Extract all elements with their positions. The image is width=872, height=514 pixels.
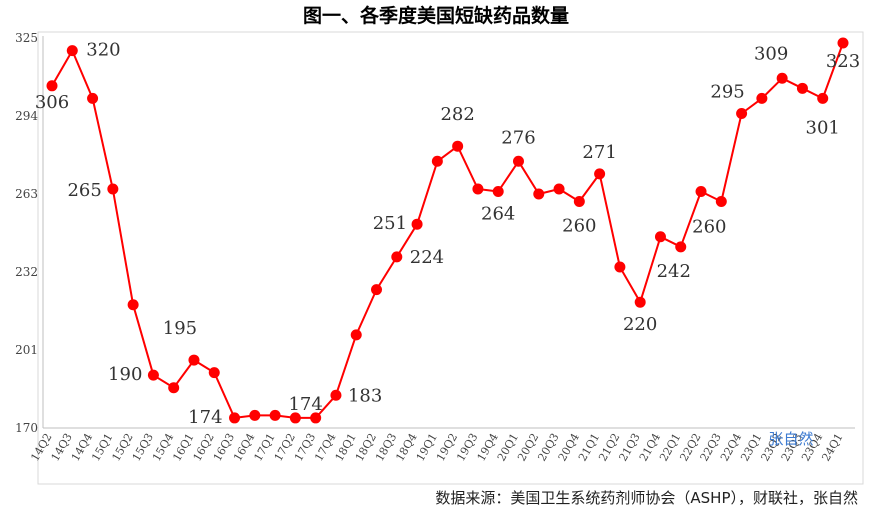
data-label: 306 — [35, 92, 69, 113]
data-label: 183 — [348, 385, 382, 406]
data-point — [594, 168, 606, 180]
data-point — [127, 299, 139, 311]
data-label: 242 — [657, 261, 691, 282]
data-label: 320 — [86, 40, 120, 61]
data-point — [208, 367, 220, 379]
data-point — [492, 185, 504, 197]
series-line-group — [46, 37, 849, 424]
y-tick-label: 294 — [15, 109, 38, 123]
data-point — [371, 284, 383, 296]
data-label: 174 — [188, 407, 222, 428]
watermark: 张自然 — [768, 430, 813, 448]
data-point — [107, 183, 119, 195]
y-tick-label: 325 — [15, 31, 38, 45]
data-point — [66, 45, 78, 57]
y-tick-label: 232 — [15, 265, 38, 279]
data-label: 301 — [806, 117, 840, 138]
data-point — [411, 218, 423, 230]
y-tick-label: 263 — [15, 187, 38, 201]
data-point — [472, 183, 484, 195]
y-tick-labels: 170 201 232 263 294 325 — [15, 31, 38, 435]
y-tick-label: 201 — [15, 343, 38, 357]
data-label: 323 — [826, 51, 860, 72]
data-point — [269, 409, 281, 421]
data-label: 220 — [623, 314, 657, 335]
data-label: 251 — [373, 213, 407, 234]
data-point — [573, 196, 585, 208]
data-point — [695, 185, 707, 197]
data-point — [310, 412, 322, 424]
data-point — [837, 37, 849, 49]
data-label: 265 — [67, 180, 101, 201]
data-point — [168, 382, 180, 394]
data-label: 260 — [692, 217, 726, 238]
data-point — [431, 155, 443, 167]
data-point — [512, 155, 524, 167]
data-point — [553, 183, 565, 195]
data-point — [614, 261, 626, 273]
data-label: 260 — [562, 216, 596, 237]
x-tick-labels: 14Q214Q314Q415Q115Q215Q315Q416Q116Q216Q3… — [28, 431, 845, 463]
data-label: 224 — [410, 247, 444, 268]
data-point — [249, 409, 261, 421]
data-point — [147, 369, 159, 381]
data-point — [289, 412, 301, 424]
data-point — [776, 72, 788, 84]
data-point — [817, 92, 829, 104]
data-point — [654, 231, 666, 243]
data-label: 190 — [108, 364, 142, 385]
data-label: 309 — [754, 43, 788, 64]
data-label: 276 — [501, 127, 535, 148]
data-label: 174 — [288, 394, 322, 415]
data-label: 282 — [440, 104, 474, 125]
data-point — [452, 140, 464, 152]
chart-title: 图一、各季度美国短缺药品数量 — [303, 4, 569, 27]
data-point — [350, 329, 362, 341]
source-note: 数据来源：美国卫生系统药剂师协会（ASHP），财联社，张自然 — [435, 489, 858, 507]
data-point — [796, 82, 808, 94]
data-point — [229, 412, 241, 424]
data-point — [675, 241, 687, 253]
data-point — [391, 251, 403, 263]
data-point — [330, 389, 342, 401]
data-point — [715, 196, 727, 208]
plot-frame — [37, 31, 864, 485]
data-point — [46, 80, 58, 92]
data-label: 264 — [481, 203, 515, 224]
y-tick-label: 170 — [15, 421, 38, 435]
data-point — [533, 188, 545, 200]
data-point — [736, 107, 748, 119]
data-label: 195 — [163, 318, 197, 339]
data-point — [87, 92, 99, 104]
data-point — [634, 296, 646, 308]
x-tick-label: 24Q1 — [819, 431, 845, 463]
data-label: 271 — [582, 142, 616, 163]
data-label: 295 — [710, 81, 744, 102]
series-line — [51, 42, 844, 419]
data-point — [188, 354, 200, 366]
data-point — [756, 92, 768, 104]
